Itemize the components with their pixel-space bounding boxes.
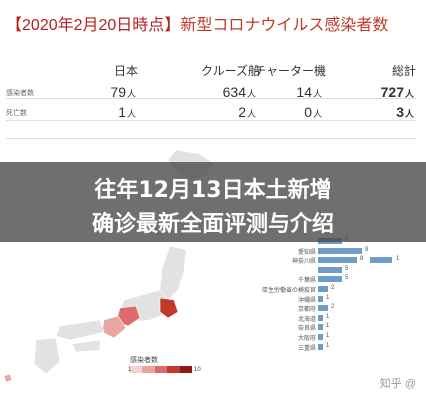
cell-value: 727人 [380,84,414,100]
bar [318,314,323,321]
table-divider [6,98,416,99]
map-chugoku [55,319,105,341]
bar-row: 神奈川県 8 1 [258,255,426,265]
cell-value: 1人 [118,104,136,120]
bar-value: 1 [326,294,330,301]
bar [318,333,323,340]
bar-row: 5 [258,265,426,275]
legend-title: 感染者数 [130,357,158,364]
legend-swatch [142,366,155,373]
banner-line-2: 确诊最新全面评测与介绍 [91,212,334,237]
bar-label: 大阪府 [297,335,316,342]
bar-label: 京都府 [297,307,316,314]
chart-title: 【2020年2月20日時点】新型コロナウイルス感染者数 [6,16,388,36]
legend-swatch [167,366,180,373]
bar [318,324,323,331]
extra-bar-value: 1 [396,256,400,263]
table-divider [6,120,416,121]
legend-max: 10 [194,367,201,373]
bar-row: 愛知県 9 [258,246,426,256]
legend-swatch [154,366,168,373]
bar-label: 三重県 [297,345,316,352]
bar [318,247,362,254]
overlay-banner: 往年12月13日本土新增 确诊最新全面评测与介绍 [0,162,426,242]
bar [318,276,342,283]
col-header-total: 総計 [391,64,416,78]
bar-row: 千葉県 5 [258,274,426,284]
map-kyushu [33,337,61,375]
summary-table: 日本 クルーズ船 チャーター機 総計 感染者数 79人 634人 14人 727… [0,58,426,139]
map-honshu-north [159,245,187,301]
bar-row: 沖縄県 1 [258,294,426,304]
legend-swatch [179,366,193,373]
legend-min: 1 [128,367,132,373]
table-row: 死亡数 1人 2人 0人 3人 [0,102,426,122]
bar-label: 厚生労働省の検疫官 [261,287,316,294]
extra-bar [370,257,392,264]
table-header-row: 日本 クルーズ船 チャーター機 総計 [0,58,426,80]
watermark: 知乎 @ [379,378,416,390]
bar [318,295,323,302]
bar-label: 千葉県 [297,278,316,285]
cell-value: 0人 [304,104,322,120]
bar-label: 沖縄県 [297,297,316,304]
bar-value: 5 [345,265,349,272]
bar-row: 京都府 2 [258,303,426,313]
bar [318,305,328,312]
bar-label: 奈良県 [297,326,316,333]
bar-value: 1 [326,342,330,349]
col-header-japan: 日本 [113,64,138,78]
cell-value: 79人 [110,84,136,100]
title-subject: 新型コロナウイルス感染者数 [180,17,389,34]
cell-value: 14人 [296,84,322,100]
row-label: 感染者数 [6,90,34,97]
bar-label: 北海道 [297,316,316,323]
bar-row: 三重県 1 [258,342,426,352]
bar-row: 厚生労働省の検疫官 2 [258,284,426,294]
table-divider [6,138,416,139]
title-bracket-close: 】 [164,17,181,34]
cell-value: 2人 [238,104,256,120]
japan-map [3,150,215,383]
banner-line-1: 往年12月13日本土新增 [94,178,332,203]
col-header-cruise: クルーズ船 [200,64,260,78]
row-label: 死亡数 [6,110,27,117]
bar-value: 1 [326,323,330,330]
bar-value: 1 [326,313,330,320]
bar [318,285,328,292]
col-header-charter: チャーター機 [254,64,326,78]
map-shikoku [71,339,101,353]
bar-value: 9 [365,246,369,253]
cell-value: 3人 [396,104,414,120]
bar-row: 北海道 1 [258,313,426,323]
cell-value: 634人 [222,84,256,100]
table-row: 感染者数 79人 634人 14人 727人 [0,82,426,102]
bar [318,343,323,350]
legend-swatch [130,366,143,373]
bar-row: 奈良県 1 [258,322,426,332]
bar [318,257,357,264]
prefecture-bar-chart: 5 愛知県 9 神奈川県 8 1 5 千葉県 5 厚生労働省の検疫官 2 沖縄県… [258,236,426,352]
bar [318,266,342,273]
title-bracket-open: 【 [6,17,23,34]
bar-label: 神奈川県 [291,259,316,266]
bar-value: 2 [331,304,335,311]
legend-swatches [130,366,193,373]
bar-label: 愛知県 [297,249,316,256]
bar-value: 2 [331,284,335,291]
bar-value: 5 [345,275,349,282]
map-kanto [159,297,179,319]
map-okinawa [3,373,13,383]
bar-value: 1 [326,332,330,339]
bar-row: 大阪府 1 [258,332,426,342]
title-date: 2020年2月20日時点 [22,17,165,34]
bar-value: 8 [360,256,364,263]
